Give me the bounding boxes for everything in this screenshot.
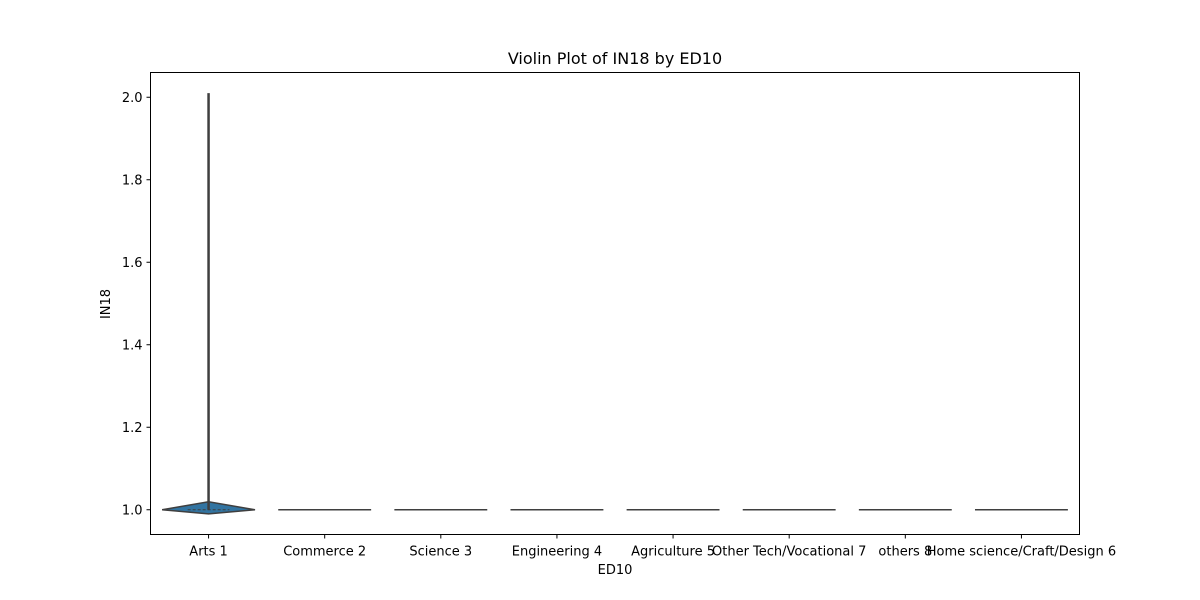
y-tick-label: 1.4 (122, 338, 143, 353)
x-tick-label: Home science/Craft/Design 6 (927, 545, 1116, 560)
x-tick-label: Agriculture 5 (631, 545, 715, 560)
axes-frame (150, 72, 1080, 535)
x-tick-label: Arts 1 (189, 545, 228, 560)
y-axis-label: IN18 (99, 289, 114, 319)
x-tick-label: Commerce 2 (283, 545, 366, 560)
y-tick-label: 2.0 (122, 91, 143, 106)
y-tick-label: 1.2 (122, 421, 143, 436)
x-tick-label: Other Tech/Vocational 7 (712, 545, 866, 560)
x-axis-label: ED10 (598, 563, 633, 578)
chart-title: Violin Plot of IN18 by ED10 (508, 49, 722, 68)
x-axis: Arts 1 Commerce 2 Science 3 Engineering 4 Ag… (189, 534, 1116, 560)
plot-area (161, 93, 1068, 515)
y-tick-label: 1.8 (122, 173, 143, 188)
y-tick-label: 1.6 (122, 256, 143, 271)
x-tick-label: Engineering 4 (512, 545, 602, 560)
y-axis: 1.0 1.2 1.4 1.6 1.8 2.0 (122, 91, 151, 518)
x-tick-label: Science 3 (409, 545, 472, 560)
x-tick-label: others 8 (878, 545, 932, 560)
y-tick-label: 1.0 (122, 503, 143, 518)
